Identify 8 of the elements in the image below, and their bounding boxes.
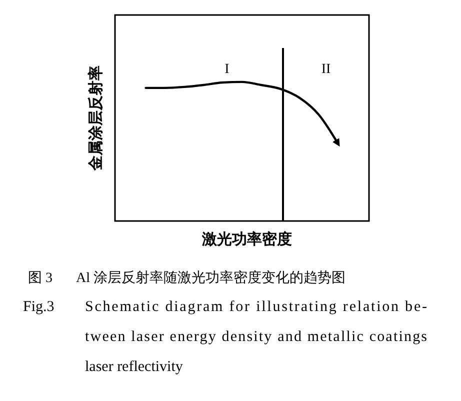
text: II xyxy=(321,62,331,77)
x-axis-title: 激光功率密度 xyxy=(201,230,292,248)
caption: Fig.3 xyxy=(23,299,54,315)
text: Schematic diagram for illustrating relation be- tween laser energy density and metallic coatings laser reflectivity xyxy=(85,299,428,375)
text: I xyxy=(224,62,230,77)
caption: 图 3 xyxy=(28,271,52,286)
text: Al 涂层反射率随激光功率密度变化的趋势图 xyxy=(76,270,346,286)
y-axis-title: 金属涂层反射率 xyxy=(86,66,104,172)
